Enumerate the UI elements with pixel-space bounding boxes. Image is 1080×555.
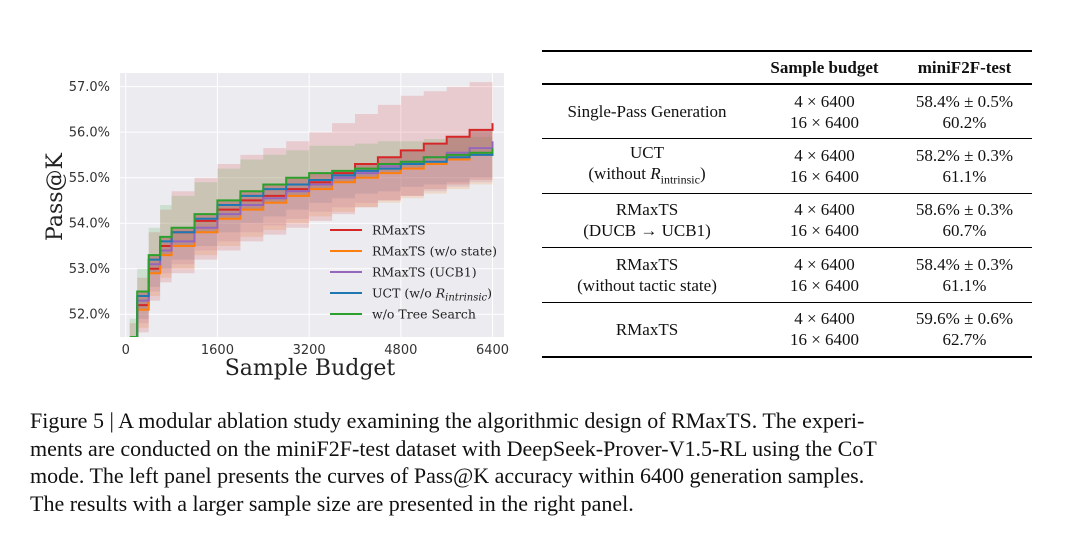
table-cell-method: UCT (without Rintrinsic) — [588, 142, 706, 186]
uncertainty-bands — [129, 79, 493, 337]
series-lines — [129, 123, 494, 337]
x-tick-label: 0 — [122, 343, 130, 358]
caption-line: mode. The left panel presents the curves… — [30, 463, 865, 488]
y-tick-label: 53.0% — [69, 262, 110, 277]
plot-background — [120, 73, 504, 337]
band-1 — [129, 134, 493, 337]
pass-at-k-chart: 0 1600 3200 4800 6400 52.0% 53.0% 54.0% 55.0% 56… — [43, 73, 509, 381]
table-row: RMaxTS (without tactic state) 4 × 6400 16 ×… — [542, 248, 1032, 302]
table-cell-score: 58.4% ± 0.3% 61.1% — [915, 254, 1014, 295]
table-cell-method: RMaxTS (DUCB → UCB1) — [583, 200, 711, 241]
table-cell-budget: 4 × 6400 16 × 6400 — [789, 200, 860, 241]
table-cell-score: 58.6% ± 0.3% 60.7% — [915, 200, 1014, 241]
table-cell-score: 58.4% ± 0.5% 60.2% — [915, 91, 1014, 132]
figure-caption: Figure 5 | A modular ablation study exam… — [30, 407, 1055, 517]
band-0 — [129, 79, 493, 337]
table-header-method — [542, 51, 752, 84]
x-tick-labels: 0 1600 3200 4800 6400 — [122, 343, 509, 358]
y-tick-label: 56.0% — [69, 126, 110, 141]
table-body: Single-Pass Generation 4 × 6400 16 × 6400 5… — [542, 84, 1032, 357]
y-tick-labels: 52.0% 53.0% 54.0% 55.0% 56.0% 57.0% — [69, 80, 110, 323]
x-tick-label: 6400 — [476, 343, 509, 358]
y-axis-title: Pass@K — [43, 152, 68, 241]
chart-grid — [120, 73, 504, 337]
table-row: RMaxTS (DUCB → UCB1) 4 × 6400 16 × 6400 58.6… — [542, 193, 1032, 248]
caption-line: ments are conducted on the miniF2F-test … — [30, 435, 877, 461]
table-row: UCT (without Rintrinsic) 4 × 6400 16 × 6400… — [542, 139, 1032, 193]
table-cell-score: 59.6% ± 0.6% 62.7% — [915, 309, 1014, 349]
band-2 — [129, 123, 493, 337]
table-row: RMaxTS 4 × 6400 16 × 6400 59.6% ± 0.6% 62.7% — [542, 302, 1032, 357]
results-table: Sample budget miniF2F-test Single-Pass G… — [542, 50, 1032, 358]
x-tick-label: 1600 — [201, 343, 234, 358]
caption-line: The results with a larger sample size ar… — [30, 490, 634, 516]
band-3 — [129, 123, 493, 337]
y-tick-label: 55.0% — [69, 171, 110, 186]
band-4 — [129, 123, 493, 337]
x-tick-label: 4800 — [384, 343, 417, 358]
legend-label: RMaxTS — [372, 223, 426, 238]
x-tick-label: 3200 — [293, 343, 326, 358]
table-cell-method: Single-Pass Generation — [567, 102, 727, 121]
legend-label: RMaxTS (UCB1) — [372, 265, 477, 280]
y-tick-label: 54.0% — [69, 217, 110, 232]
table-cell-score: 58.2% ± 0.3% 61.1% — [915, 145, 1014, 186]
table-header-row: Sample budget miniF2F-test — [542, 51, 1032, 84]
table-cell-method: RMaxTS (without tactic state) — [577, 254, 717, 295]
legend-label: w/o Tree Search — [372, 307, 476, 322]
series-line-4 — [129, 148, 494, 337]
table-row: Single-Pass Generation 4 × 6400 16 × 6400 5… — [542, 84, 1032, 139]
table-header-budget: Sample budget — [770, 57, 879, 77]
table-cell-method: RMaxTS — [615, 319, 679, 339]
table-cell-budget: 4 × 6400 16 × 6400 — [789, 254, 860, 295]
table-cell-budget: 4 × 6400 16 × 6400 — [789, 309, 860, 349]
table-cell-budget: 4 × 6400 16 × 6400 — [789, 91, 860, 132]
band-5 — [129, 123, 493, 337]
x-axis-title: Sample Budget — [225, 356, 396, 381]
caption-line: Figure 5 | A modular ablation study exam… — [30, 408, 865, 433]
y-tick-label: 57.0% — [69, 80, 110, 95]
legend-label: RMaxTS (w/o state) — [372, 244, 497, 259]
table-header-score: miniF2F-test — [917, 57, 1012, 77]
table-cell-budget: 4 × 6400 16 × 6400 — [789, 145, 860, 186]
y-tick-label: 52.0% — [69, 308, 110, 323]
